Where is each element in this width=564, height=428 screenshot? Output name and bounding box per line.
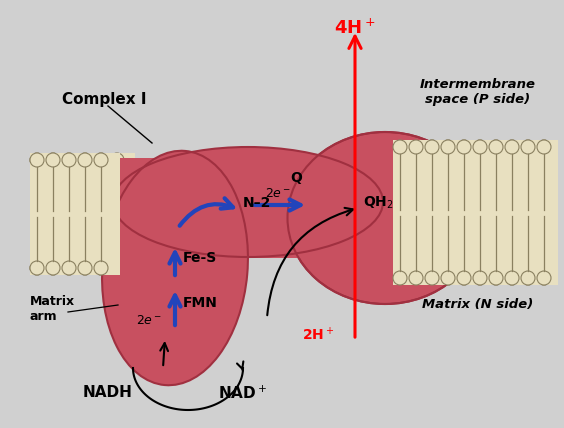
Circle shape [110, 261, 124, 275]
Circle shape [62, 153, 76, 167]
Circle shape [62, 261, 76, 275]
Circle shape [521, 271, 535, 285]
Circle shape [94, 153, 108, 167]
Circle shape [457, 271, 471, 285]
Circle shape [393, 271, 407, 285]
Circle shape [425, 271, 439, 285]
Circle shape [425, 140, 439, 154]
Circle shape [62, 261, 76, 275]
Circle shape [521, 140, 535, 154]
Circle shape [393, 140, 407, 154]
Circle shape [425, 140, 439, 154]
Bar [30, 153, 135, 275]
Text: Intermembrane
space (P side): Intermembrane space (P side) [420, 78, 536, 106]
Circle shape [409, 271, 423, 285]
Text: Matrix
arm: Matrix arm [30, 295, 75, 323]
Bar [393, 140, 558, 285]
Circle shape [473, 140, 487, 154]
Text: 2H$^+$: 2H$^+$ [302, 326, 334, 344]
Circle shape [409, 140, 423, 154]
Circle shape [30, 261, 44, 275]
Text: Fe-S: Fe-S [183, 251, 217, 265]
Circle shape [393, 271, 407, 285]
Circle shape [457, 140, 471, 154]
Circle shape [505, 271, 519, 285]
Circle shape [537, 140, 551, 154]
Circle shape [78, 261, 92, 275]
Circle shape [441, 140, 455, 154]
Circle shape [489, 140, 503, 154]
Circle shape [393, 140, 407, 154]
Circle shape [537, 271, 551, 285]
Circle shape [521, 140, 535, 154]
Circle shape [46, 153, 60, 167]
Circle shape [505, 140, 519, 154]
Bar [115, 158, 395, 258]
Circle shape [441, 271, 455, 285]
Circle shape [473, 271, 487, 285]
Text: QH$_2$: QH$_2$ [363, 195, 394, 211]
Text: Complex I: Complex I [62, 92, 147, 107]
Circle shape [505, 271, 519, 285]
Circle shape [457, 140, 471, 154]
Circle shape [473, 271, 487, 285]
Circle shape [537, 271, 551, 285]
Ellipse shape [102, 151, 248, 385]
Circle shape [473, 140, 487, 154]
Circle shape [457, 271, 471, 285]
Bar [30, 153, 120, 275]
Text: N–2: N–2 [243, 196, 271, 210]
Circle shape [489, 271, 503, 285]
Circle shape [489, 271, 503, 285]
Circle shape [537, 140, 551, 154]
Circle shape [505, 140, 519, 154]
Ellipse shape [113, 147, 383, 257]
Circle shape [78, 153, 92, 167]
Circle shape [46, 261, 60, 275]
Circle shape [94, 261, 108, 275]
Circle shape [521, 271, 535, 285]
Circle shape [46, 261, 60, 275]
Ellipse shape [288, 132, 482, 304]
Circle shape [425, 271, 439, 285]
Circle shape [441, 140, 455, 154]
Circle shape [46, 153, 60, 167]
Circle shape [489, 140, 503, 154]
Circle shape [30, 153, 44, 167]
Circle shape [110, 153, 124, 167]
Text: Q: Q [290, 171, 302, 185]
Circle shape [409, 140, 423, 154]
Circle shape [94, 153, 108, 167]
Text: 4H$^+$: 4H$^+$ [334, 18, 376, 37]
Bar [393, 140, 558, 285]
Ellipse shape [145, 167, 275, 262]
Circle shape [78, 261, 92, 275]
Circle shape [30, 153, 44, 167]
Circle shape [62, 153, 76, 167]
Text: 2$e^-$: 2$e^-$ [136, 315, 162, 327]
Circle shape [30, 261, 44, 275]
Text: 2$e^-$: 2$e^-$ [265, 187, 291, 199]
Text: Matrix (N side): Matrix (N side) [422, 298, 534, 311]
Circle shape [409, 271, 423, 285]
Text: FMN: FMN [183, 296, 218, 310]
Text: NADH: NADH [83, 385, 133, 400]
Circle shape [441, 271, 455, 285]
Text: NAD$^+$: NAD$^+$ [218, 385, 267, 402]
Circle shape [94, 261, 108, 275]
Circle shape [78, 153, 92, 167]
